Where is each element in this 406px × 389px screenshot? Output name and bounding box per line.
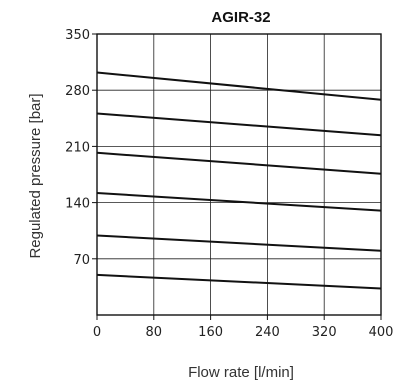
y-tick-label: 140 <box>65 197 90 212</box>
y-tick-label: 350 <box>65 28 90 43</box>
x-tick-label: 80 <box>146 325 163 340</box>
y-tick-label: 280 <box>65 84 90 99</box>
series-line-4 <box>96 192 382 212</box>
x-axis-label: Flow rate [l/min] <box>188 364 294 381</box>
x-tick-label: 240 <box>255 325 280 340</box>
ticks: 0 80 160 240 320 400 70 140 210 280 350 <box>65 28 393 340</box>
plot-frame <box>96 33 382 316</box>
chart-title: AGIR-32 <box>211 9 270 26</box>
series-line-3 <box>96 151 382 175</box>
series-line-5 <box>96 234 382 252</box>
x-tick-label: 320 <box>312 325 337 340</box>
x-tick-label: 400 <box>369 325 394 340</box>
series-line-2 <box>96 112 382 137</box>
series-group <box>96 71 382 290</box>
x-tick-label: 160 <box>198 325 223 340</box>
y-tick-label: 210 <box>65 140 90 155</box>
series-line-6 <box>96 273 382 290</box>
series-line-1 <box>96 71 382 101</box>
y-axis-label: Regulated pressure [bar] <box>27 93 44 258</box>
x-tick-label: 0 <box>93 325 101 340</box>
y-tick-label: 70 <box>73 253 90 268</box>
